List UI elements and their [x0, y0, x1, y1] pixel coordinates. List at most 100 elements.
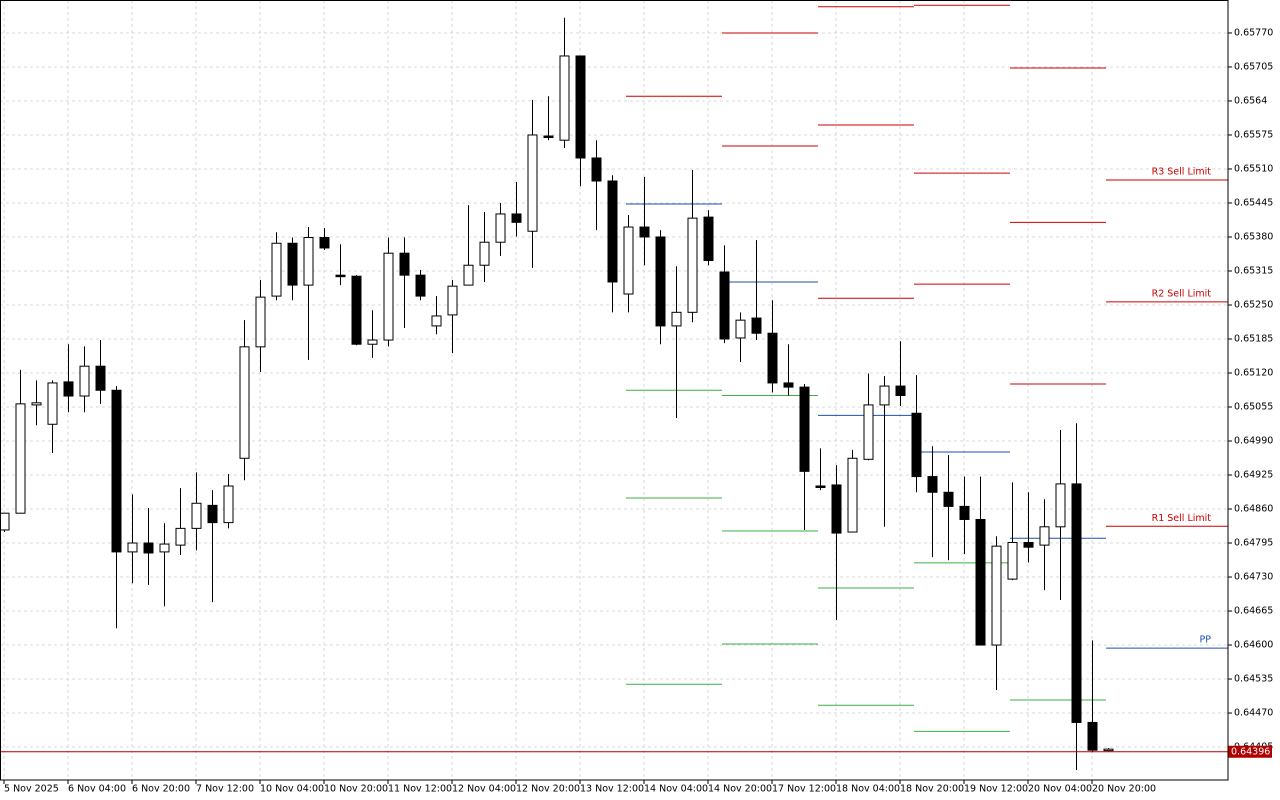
- candle-body: [223, 485, 234, 524]
- x-tick-label: 18 Nov 04:00: [836, 784, 900, 795]
- candle-body: [175, 527, 186, 546]
- candle-body: [911, 412, 922, 478]
- candle-body: [79, 365, 90, 397]
- candle-body: [623, 226, 634, 295]
- candle-body: [239, 346, 250, 459]
- x-tick-label: 14 Nov 04:00: [644, 784, 708, 795]
- y-tick-label: 0.65380: [1234, 231, 1273, 242]
- y-tick-label: 0.65185: [1234, 333, 1273, 344]
- candle-body: [895, 385, 906, 396]
- axes-layer: 0.65770 0.65705 0.6564 0.65575 0.65510 0.6544…: [3, 27, 1273, 795]
- y-tick-label: 0.65575: [1234, 129, 1273, 140]
- candle-body: [591, 157, 602, 182]
- y-tick-label: 0.65055: [1234, 402, 1273, 413]
- candle-body: [1007, 541, 1018, 580]
- candle-body: [639, 226, 650, 238]
- candle-body: [767, 332, 778, 384]
- candle-body: [47, 382, 58, 425]
- candle-body: [1071, 483, 1082, 723]
- x-tick-label: 20 Nov 04:00: [1028, 784, 1092, 795]
- candle-body: [751, 317, 762, 334]
- candle-body: [783, 382, 794, 388]
- x-tick-label: 10 Nov 04:00: [260, 784, 324, 795]
- candle-body: [927, 476, 938, 493]
- candle-body: [543, 135, 554, 139]
- candle-body: [1023, 541, 1034, 548]
- y-tick-label: 0.64665: [1234, 606, 1273, 617]
- candle-body: [399, 252, 410, 276]
- x-tick-label: 14 Nov 20:00: [708, 784, 772, 795]
- candle-body: [207, 504, 218, 524]
- current-price-box: [1228, 745, 1272, 758]
- candle-body: [287, 242, 298, 286]
- candle-body: [351, 275, 362, 345]
- x-tick-label: 6 Nov 20:00: [132, 784, 190, 795]
- candle-body: [671, 311, 682, 327]
- candle-body: [143, 542, 154, 554]
- candle-body: [415, 274, 426, 297]
- x-tick-label: 12 Nov 04:00: [452, 784, 516, 795]
- candle-body: [575, 55, 586, 159]
- candle-body: [703, 216, 714, 262]
- x-tick-label: 20 Nov 20:00: [1092, 784, 1156, 795]
- x-tick-label: 6 Nov 04:00: [68, 784, 126, 795]
- x-tick-label: 18 Nov 20:00: [900, 784, 964, 795]
- candle-body: [159, 543, 170, 553]
- candle-body: [719, 271, 730, 340]
- candle-body: [63, 381, 74, 397]
- candle-body: [943, 491, 954, 507]
- y-tick-label: 0.64470: [1234, 708, 1273, 719]
- x-tick-label: 17 Nov 12:00: [772, 784, 836, 795]
- y-tick-label: 0.65445: [1234, 197, 1273, 208]
- candle-body: [111, 389, 122, 553]
- plot-border: [0, 0, 1229, 781]
- pivot-label: R1 Sell Limit: [1152, 513, 1212, 524]
- pivot-label: PP: [1200, 635, 1212, 646]
- candle-body: [463, 264, 474, 286]
- y-tick-label: 0.65120: [1234, 367, 1273, 378]
- candle-body: [0, 512, 10, 531]
- y-tick-label: 0.6564: [1234, 95, 1267, 106]
- y-tick-label: 0.65705: [1234, 61, 1273, 72]
- candle-body: [319, 237, 330, 249]
- candle-body: [687, 217, 698, 313]
- y-tick-label: 0.64600: [1234, 640, 1273, 651]
- candle-body: [975, 518, 986, 646]
- y-tick-label: 0.65770: [1234, 27, 1273, 38]
- x-tick-label: 5 Nov 2025: [4, 784, 59, 795]
- candle-body: [495, 213, 506, 243]
- plot-area: R3 Sell Limit R2 Sell Limit R1 Sell Limit P…: [0, 4, 1228, 771]
- candle-body: [479, 241, 490, 266]
- candle-body: [847, 457, 858, 533]
- candle-body: [383, 252, 394, 341]
- y-tick-label: 0.64925: [1234, 470, 1273, 481]
- candle-body: [15, 403, 26, 514]
- x-tick-label: 7 Nov 12:00: [196, 784, 254, 795]
- y-tick-label: 0.64730: [1234, 572, 1273, 583]
- x-tick-label: 12 Nov 20:00: [516, 784, 580, 795]
- candle-body: [735, 319, 746, 339]
- candle-body: [447, 285, 458, 316]
- candle-body: [607, 180, 618, 283]
- candle-body: [303, 237, 314, 286]
- candle-body: [1055, 483, 1066, 528]
- candle-body: [271, 242, 282, 297]
- x-tick-label: 19 Nov 12:00: [964, 784, 1028, 795]
- candle-body: [511, 213, 522, 223]
- x-tick-label: 10 Nov 20:00: [324, 784, 388, 795]
- candle-body: [831, 484, 842, 534]
- candle-body: [863, 404, 874, 460]
- x-tick-label: 13 Nov 12:00: [580, 784, 644, 795]
- candle-body: [1103, 748, 1114, 752]
- y-tick-label: 0.64535: [1234, 674, 1273, 685]
- candle-body: [1087, 721, 1098, 751]
- y-tick-label: 0.64795: [1234, 538, 1273, 549]
- candle-body: [527, 134, 538, 232]
- y-tick-label: 0.65315: [1234, 265, 1273, 276]
- candle-body: [31, 402, 42, 406]
- y-tick-label: 0.64990: [1234, 436, 1273, 447]
- candle-body: [959, 505, 970, 520]
- y-tick-label: 0.65250: [1234, 299, 1273, 310]
